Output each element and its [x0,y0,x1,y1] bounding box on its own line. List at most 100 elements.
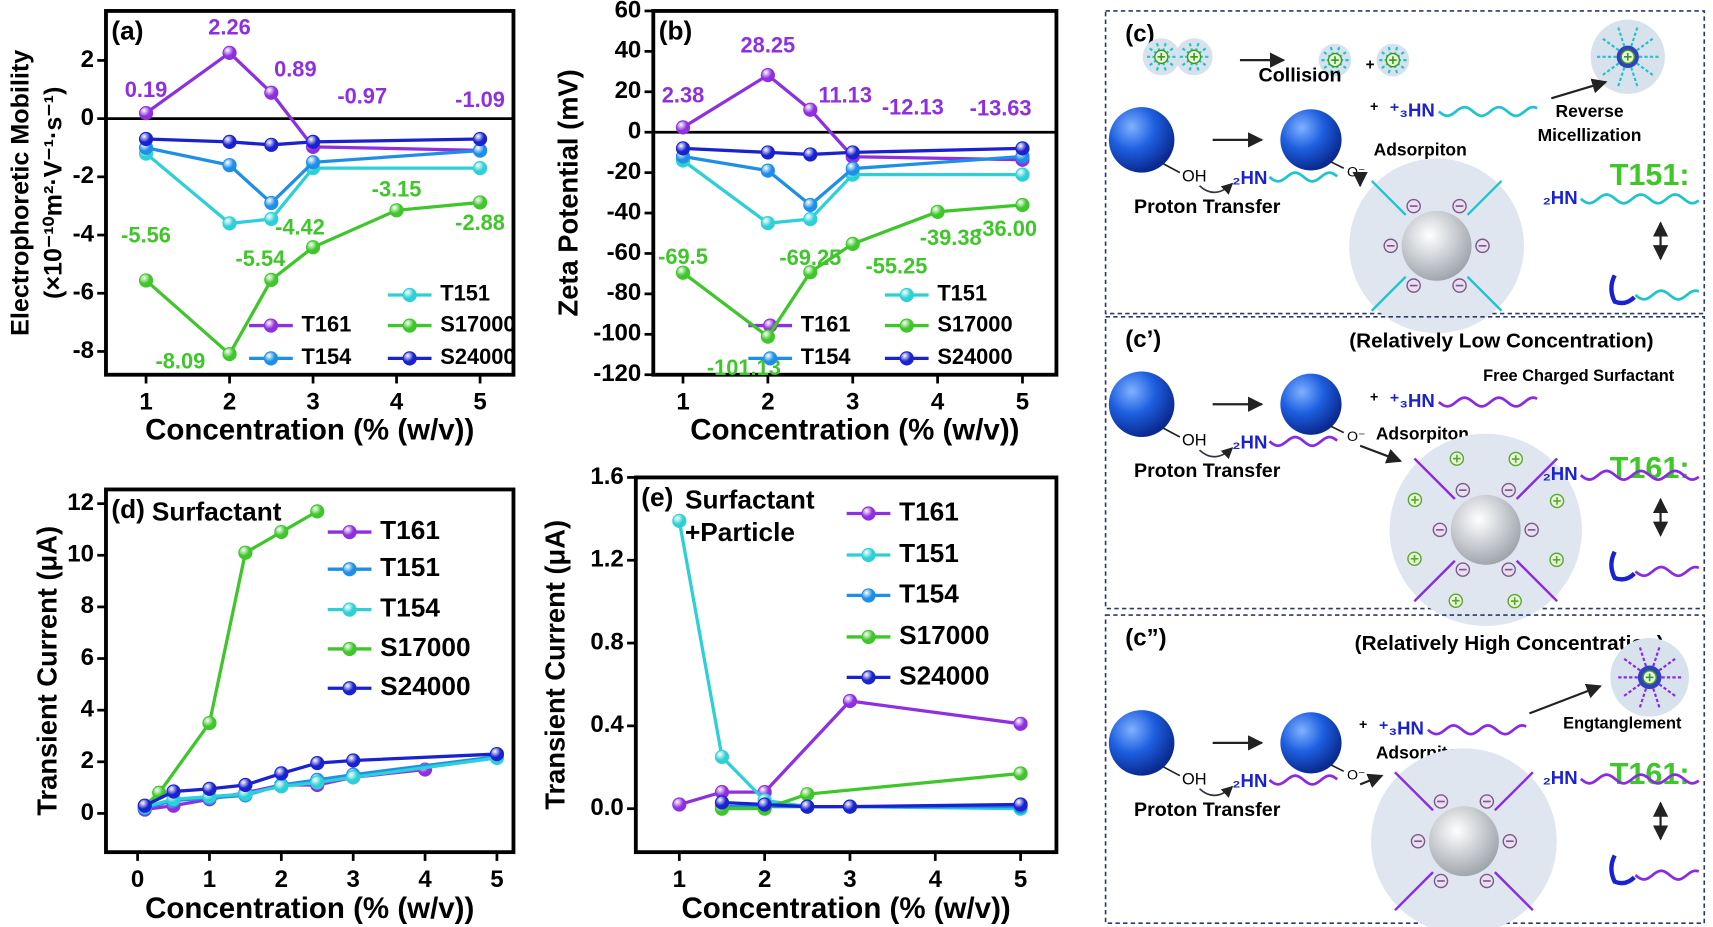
amine: ₂HN [1232,770,1267,791]
x-tick-label: 1 [673,866,686,893]
data-point [166,784,181,799]
particle [1450,494,1521,565]
surfactant-tail [1466,180,1503,216]
data-point [472,161,488,176]
data-point [760,145,775,160]
arrow [1529,683,1602,715]
data-point [138,105,154,121]
legend-marker [342,524,357,540]
plot-frame [104,9,516,377]
micelle-chain [1165,46,1175,55]
scheme-note: Free Charged Surfactant [1483,367,1675,385]
data-point [714,795,730,810]
x-axis-label: Concentration (% (w/v)) [690,413,1019,446]
series-line [144,200,481,357]
legend-label: T151 [899,538,959,568]
x-tick-label: 5 [1014,866,1027,893]
data-point [202,781,217,797]
legend-marker [402,287,417,303]
surfactant-chain [1437,396,1538,408]
micelle-chain [1180,59,1191,67]
y-tick-label: 0 [628,118,641,145]
legend-marker [899,318,914,333]
data-label: -0.97 [337,83,387,108]
y-tick-label: 1.2 [590,546,623,573]
micelle-chain [1194,41,1200,52]
surfactant-chain [1634,565,1700,578]
series-line [682,203,1023,339]
bond [1330,764,1345,773]
adsorption: Adsorpiton [1376,423,1469,443]
proton-transfer: Proton Transfer [1134,196,1281,218]
particle [1401,210,1472,281]
data-point [845,236,860,251]
data-point [264,85,279,100]
y-tick-label: -2 [73,162,94,189]
data-point [264,211,279,227]
data-point [800,787,815,802]
data-point [310,755,325,771]
legend-marker [861,588,876,603]
data-point [346,770,361,785]
y-axis-label: Electrophoretic Mobility [6,50,34,336]
micelle-chain [1638,645,1648,667]
legend-label: T154 [899,578,959,608]
micelle-chain [1630,26,1639,47]
x-tick-label: 2 [275,866,288,893]
data-label: -12.13 [882,94,944,119]
data-label: 28.25 [741,32,796,57]
data-label: -4.42 [275,214,325,239]
micelle-chain [1155,61,1161,73]
data-point [803,197,818,213]
y-tick-label: -8 [73,337,94,364]
surfactant-chain [1268,774,1338,786]
data-point [264,272,279,287]
data-point [310,775,325,790]
data-point [138,131,154,147]
scheme-note: Collision [1259,65,1342,87]
data-point [222,158,237,173]
data-point [672,513,687,529]
x-tick-label: 4 [390,388,404,415]
x-tick-label: 1 [676,388,689,415]
legend-marker [899,287,914,303]
legend-label: S24000 [899,660,989,690]
scheme-heading: (Relatively High Concentration) [1355,632,1664,655]
plot-frame [104,487,516,855]
data-point [1015,167,1030,182]
surfactant-tail [1394,871,1434,912]
data-point [310,504,325,519]
data-point [472,131,488,147]
legend-marker [861,629,876,645]
y-axis-label: Transient Current (μA) [31,526,62,816]
micelle-chain [1180,46,1191,55]
data-label: -2.88 [455,210,505,235]
head-group [1609,274,1636,306]
x-tick-label: 0 [131,866,144,893]
y-axis-label: (×10⁻¹⁰m²·V⁻¹·s⁻¹) [39,87,67,299]
name-amine: ₂HN [1543,463,1578,484]
data-point [845,145,860,160]
legend-label: S17000 [380,632,470,662]
surfactant-tail [1394,771,1434,812]
surfactant-chain [1634,289,1700,301]
head-group [1609,550,1636,582]
legend-label: S17000 [899,620,989,650]
data-label: -36.00 [975,216,1037,241]
data-point [222,346,237,362]
x-tick-label: 1 [203,866,216,893]
surfactant-chain [1634,869,1700,881]
x-axis-label: Concentration (% (w/v)) [145,892,474,925]
surfactant-chain [1268,435,1338,448]
particle [1428,806,1499,877]
y-tick-label: -120 [593,360,641,387]
micelle-chain [1616,26,1626,47]
micelle-chain [1630,67,1639,88]
data-label: -8.09 [156,349,206,374]
y-tick-label: 40 [615,37,642,64]
legend-label: T154 [801,344,852,369]
scheme-box [1104,316,1706,610]
data-point [672,797,687,812]
y-tick-label: 0.0 [590,794,623,821]
micelle-chain [1194,61,1200,73]
